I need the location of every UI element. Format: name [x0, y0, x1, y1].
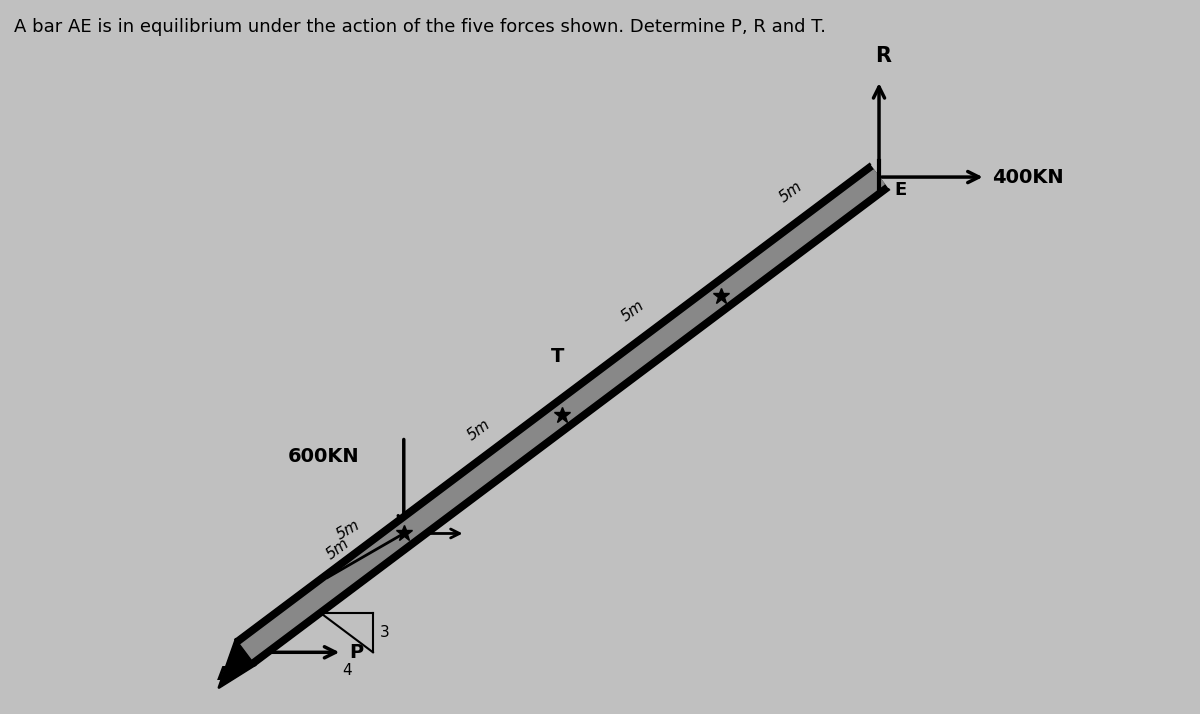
Text: A bar AE is in equilibrium under the action of the five forces shown. Determine : A bar AE is in equilibrium under the act… — [14, 18, 827, 36]
Polygon shape — [240, 170, 884, 659]
Text: 5m: 5m — [334, 517, 362, 543]
Text: 5m: 5m — [324, 536, 352, 562]
Text: 400KN: 400KN — [992, 168, 1064, 186]
Text: 3: 3 — [380, 625, 390, 640]
Text: T: T — [551, 347, 564, 366]
Text: 5m: 5m — [464, 416, 493, 443]
Polygon shape — [236, 164, 888, 665]
Text: E: E — [895, 181, 907, 199]
Text: 5m: 5m — [776, 179, 805, 206]
Polygon shape — [218, 640, 254, 688]
Text: A: A — [217, 665, 232, 685]
Text: θ: θ — [277, 625, 287, 643]
Text: 600KN: 600KN — [288, 448, 360, 466]
Text: 4: 4 — [342, 663, 352, 678]
Text: R: R — [876, 46, 892, 66]
Text: P: P — [349, 643, 364, 662]
Text: 5m: 5m — [618, 298, 647, 324]
